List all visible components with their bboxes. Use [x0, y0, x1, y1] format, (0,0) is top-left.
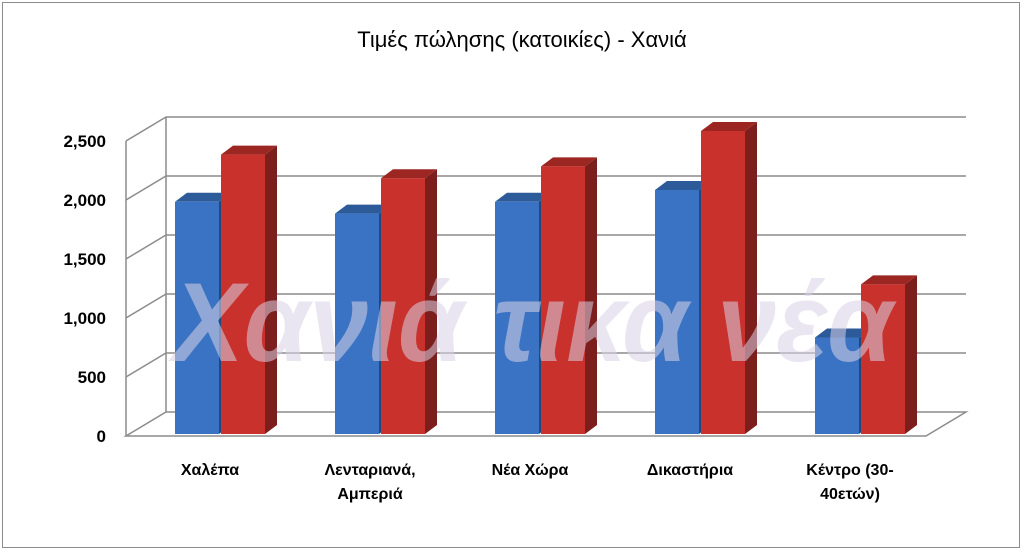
bar-top	[335, 204, 391, 214]
y-tick-label: 1,500	[63, 250, 106, 269]
y-tick-label: 1,000	[63, 309, 106, 328]
bar-side	[905, 275, 917, 434]
bar-s2-4	[701, 122, 757, 434]
bar-side	[585, 157, 597, 434]
bar-top	[861, 275, 917, 285]
bar-top	[655, 181, 711, 190]
x-tick-label: Δικαστήρια	[647, 462, 733, 479]
x-tick-label: 40ετών)	[820, 486, 880, 503]
x-tick-label: Νέα Χώρα	[492, 462, 569, 479]
bar-top	[701, 122, 757, 131]
bar-top	[541, 157, 597, 167]
bar-s2-5	[861, 275, 917, 434]
bar-front	[495, 201, 539, 434]
bar-s2-2	[381, 169, 437, 434]
gridline	[125, 175, 966, 201]
bar-top	[815, 328, 871, 338]
x-axis-ticks: Χαλέπα Λενταριανά, Αμπεριά Νέα Χώρα Δικαστήρ…	[181, 462, 894, 503]
y-tick-label: 2,000	[63, 191, 106, 210]
bar-front	[655, 190, 699, 434]
bar-top	[381, 169, 437, 179]
bars-layer	[175, 122, 917, 434]
y-axis-ticks: 0 500 1,000 1,500 2,000 2,500	[63, 132, 106, 446]
chart-svg: Τιμές πώλησης (κατοικίες) - Χανιά 0 500 1,…	[63, 27, 969, 503]
bar-front	[541, 166, 585, 434]
bar-top	[221, 145, 277, 155]
bar-side	[265, 145, 277, 434]
bar-front	[861, 284, 905, 434]
x-tick-label: Χαλέπα	[181, 462, 239, 479]
chart-title: Τιμές πώλησης (κατοικίες) - Χανιά	[357, 27, 687, 52]
bar-s2-3	[541, 157, 597, 434]
bar-top	[175, 192, 231, 202]
bar-front	[221, 154, 265, 434]
bar-front	[815, 337, 859, 434]
y-tick-label: 2,500	[63, 132, 106, 151]
bar-side	[425, 169, 437, 434]
bar-top	[495, 192, 551, 202]
bar-front	[335, 213, 379, 434]
gridline	[125, 116, 966, 142]
bar-front	[381, 178, 425, 434]
bar-front	[701, 131, 745, 434]
y-tick-label: 0	[97, 427, 106, 446]
bar-front	[175, 201, 219, 434]
bar-s2-1	[221, 145, 277, 434]
x-tick-label: Λενταριανά,	[324, 462, 415, 479]
x-tick-label: Κέντρο (30-	[806, 462, 893, 479]
bar-side	[745, 122, 757, 434]
x-tick-label: Αμπεριά	[337, 486, 403, 503]
watermark: Χανιά τικα νέα	[167, 260, 897, 385]
y-tick-label: 500	[78, 368, 106, 387]
